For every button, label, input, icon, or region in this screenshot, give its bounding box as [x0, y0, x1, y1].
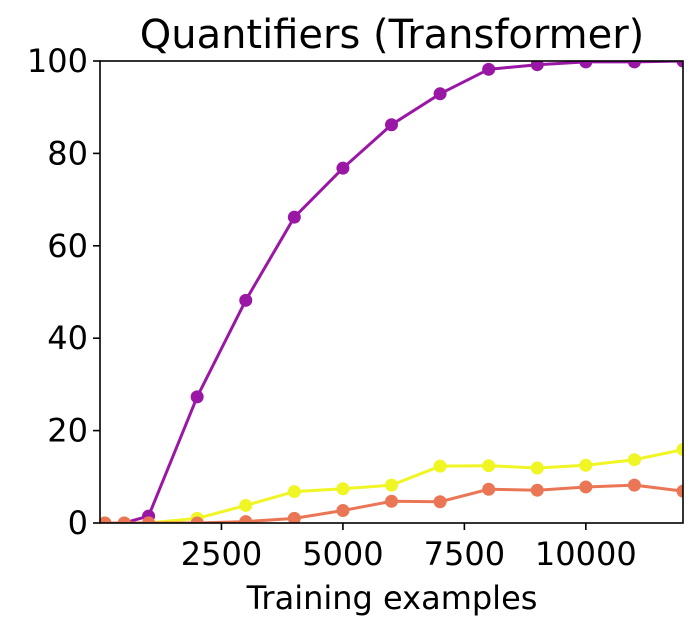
data-point: [287, 511, 301, 523]
data-point: [239, 515, 253, 523]
data-point: [385, 118, 398, 132]
data-point: [190, 516, 204, 523]
data-point: [530, 461, 544, 475]
data-point: [239, 498, 253, 512]
y-tick-label: 100: [27, 42, 88, 80]
data-point: [433, 495, 447, 509]
data-point: [336, 161, 350, 175]
data-point: [676, 484, 683, 498]
data-point: [336, 504, 350, 518]
data-point: [676, 61, 683, 68]
data-point: [627, 61, 641, 69]
x-tick-label: 2500: [181, 535, 262, 573]
chart-title: Quantifiers (Transformer): [140, 12, 645, 58]
series-line-1: [104, 61, 683, 523]
data-point: [579, 480, 593, 494]
data-point: [287, 210, 301, 224]
data-point: [579, 458, 593, 472]
data-point: [433, 87, 447, 101]
data-point: [482, 62, 496, 76]
y-tick-label: 60: [47, 227, 88, 265]
axes: 0 20 40 60 80 100 2500 5000 7500 10000: [27, 42, 684, 573]
x-tick-label: 10000: [535, 535, 637, 573]
data-point: [627, 453, 641, 467]
data-point: [627, 478, 641, 492]
data-point: [433, 459, 447, 473]
data-point: [676, 443, 683, 457]
x-tick-label: 5000: [302, 535, 383, 573]
data-point: [142, 516, 156, 523]
data-point: [385, 494, 398, 508]
data-point: [239, 293, 253, 307]
data-point: [530, 483, 544, 497]
series-group: [100, 61, 683, 523]
plot-frame: [99, 60, 684, 524]
data-point: [190, 390, 204, 404]
data-point: [100, 516, 112, 523]
x-axis-label: Training examples: [246, 579, 538, 617]
data-point: [482, 482, 496, 496]
y-tick-label: 0: [68, 504, 88, 542]
data-point: [385, 478, 398, 492]
data-point: [530, 61, 544, 72]
plot-area: [100, 61, 683, 523]
data-point: [117, 516, 131, 523]
data-point: [287, 485, 301, 499]
data-point: [336, 482, 350, 496]
y-tick-label: 40: [47, 319, 88, 357]
data-point: [482, 459, 496, 473]
x-tick-label: 7500: [424, 535, 505, 573]
series-line-3: [104, 483, 683, 523]
y-tick-label: 20: [47, 412, 88, 450]
y-tick-label: 80: [47, 134, 88, 172]
data-point: [579, 61, 593, 69]
